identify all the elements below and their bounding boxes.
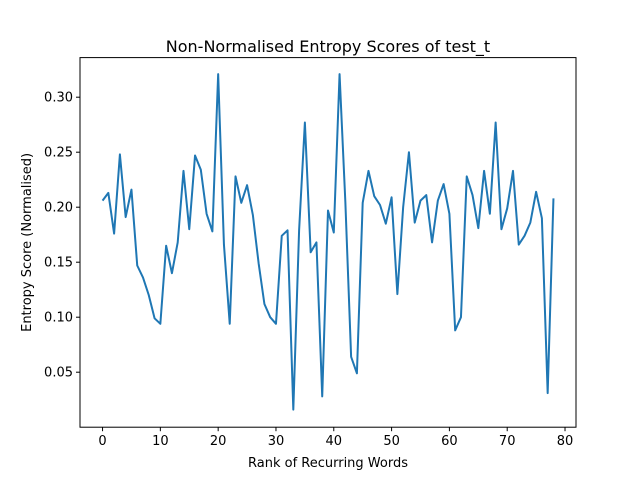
x-tick-label: 80 [557, 434, 574, 449]
x-axis-label: Rank of Recurring Words [248, 456, 408, 471]
y-tick-label: 0.05 [44, 366, 73, 381]
y-tick-label: 0.25 [44, 146, 73, 161]
x-tick-label: 70 [499, 434, 516, 449]
x-tick-label: 50 [383, 434, 400, 449]
chart-title: Non-Normalised Entropy Scores of test_t [166, 37, 490, 57]
x-axis: 0 10 20 30 40 50 60 70 80 [98, 427, 573, 449]
x-tick-label: 0 [98, 434, 106, 449]
plot-frame [79, 57, 577, 428]
y-tick-label: 0.30 [44, 91, 73, 106]
series-line [101, 73, 555, 411]
x-tick-label: 10 [152, 434, 169, 449]
y-tick-label: 0.10 [44, 311, 73, 326]
x-tick-label: 30 [268, 434, 285, 449]
y-tick-label: 0.15 [44, 256, 73, 271]
x-tick-label: 60 [441, 434, 458, 449]
y-tick-label: 0.20 [44, 201, 73, 216]
x-tick-label: 20 [210, 434, 227, 449]
x-tick-label: 40 [326, 434, 343, 449]
y-axis: 0.05 0.10 0.15 0.20 0.25 0.30 [44, 91, 80, 381]
y-axis-label: Entropy Score (Normalised) [20, 153, 35, 332]
